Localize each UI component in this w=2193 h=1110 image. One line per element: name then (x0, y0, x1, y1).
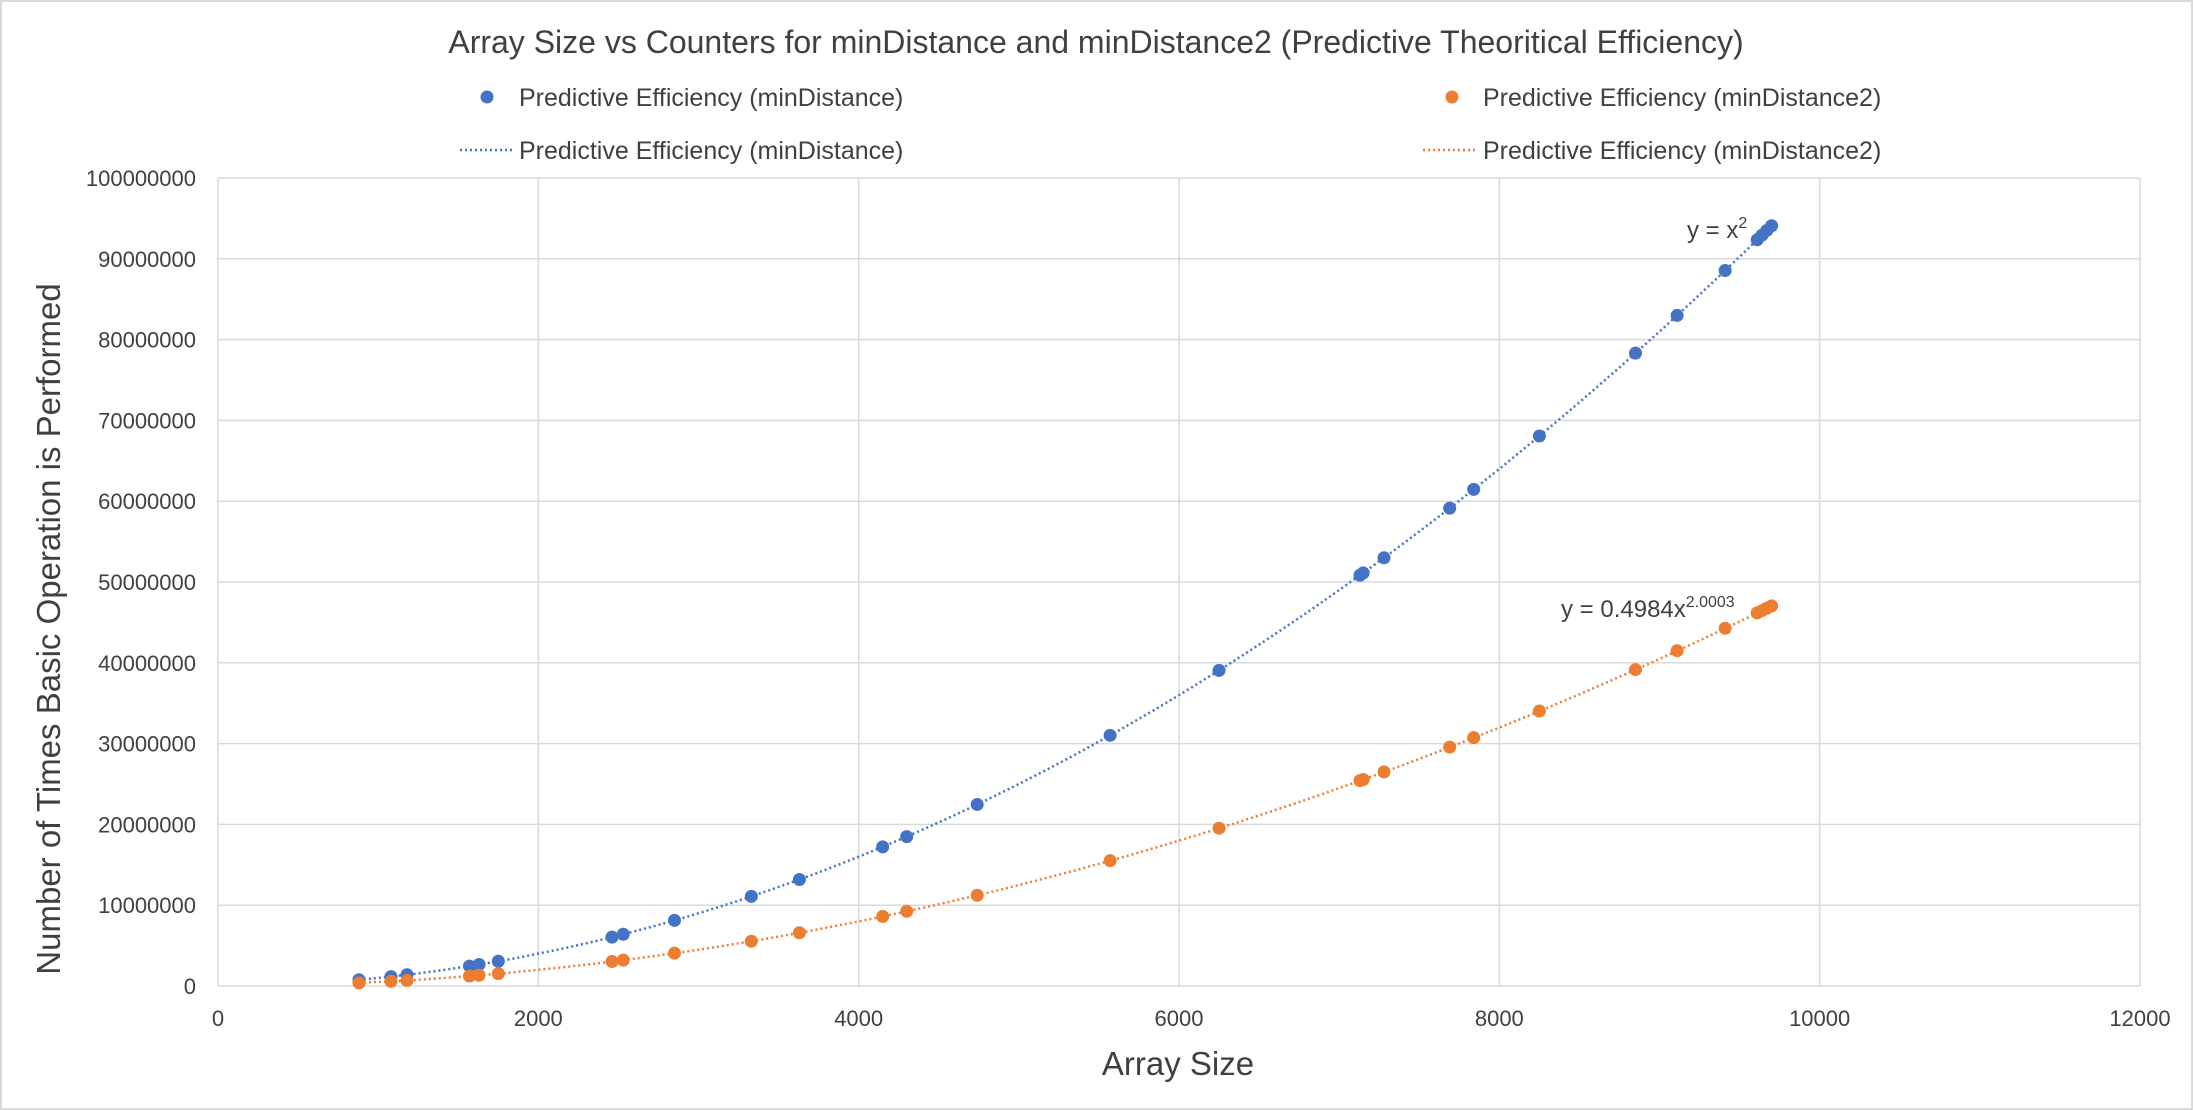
data-point-series-1 (1356, 566, 1370, 580)
data-point-series-2 (1467, 731, 1481, 745)
trendline-equation-1: y = x2 (1687, 215, 1747, 244)
y-tick-label: 10000000 (98, 893, 196, 918)
data-point-series-1 (472, 958, 486, 972)
data-point-series-1 (792, 873, 806, 887)
data-point-series-1 (491, 954, 505, 968)
x-tick-label: 2000 (514, 1006, 563, 1031)
data-point-series-2 (491, 967, 505, 981)
data-point-series-2 (667, 946, 681, 960)
data-point-series-1 (970, 797, 984, 811)
x-tick-label: 6000 (1155, 1006, 1204, 1031)
data-point-series-2 (1718, 621, 1732, 635)
data-point-series-2 (1356, 772, 1370, 786)
data-point-series-1 (1467, 482, 1481, 496)
y-tick-label: 100000000 (86, 166, 196, 191)
y-tick-label: 70000000 (98, 408, 196, 433)
data-point-series-1 (462, 959, 476, 973)
trendline-equation-1-base: y = x (1687, 217, 1738, 244)
data-point-series-1 (1765, 219, 1779, 233)
y-axis-title: Number of Times Basic Operation is Perfo… (30, 283, 67, 974)
y-tick-label: 60000000 (98, 489, 196, 514)
chart-title: Array Size vs Counters for minDistance a… (448, 24, 1743, 60)
x-tick-label: 8000 (1475, 1006, 1524, 1031)
data-point-series-1 (876, 840, 890, 854)
data-point-series-1 (667, 913, 681, 927)
legend-item-trendline-1: Predictive Efficiency (minDistance) (460, 137, 903, 165)
data-point-series-2 (1532, 704, 1546, 718)
x-tick-label: 0 (212, 1006, 224, 1031)
legend-label-trendline-2: Predictive Efficiency (minDistance2) (1483, 137, 1881, 165)
trendline-equation-2-base: y = 0.4984x (1561, 596, 1686, 623)
x-tick-label: 10000 (1789, 1006, 1850, 1031)
data-point-series-1 (616, 927, 630, 941)
data-points (352, 219, 1779, 990)
data-point-series-1 (1532, 429, 1546, 443)
legend-label-series-2: Predictive Efficiency (minDistance2) (1483, 84, 1881, 112)
data-point-series-2 (616, 953, 630, 967)
data-point-series-1 (1718, 264, 1732, 278)
data-point-series-1 (900, 830, 914, 844)
data-point-series-1 (1103, 728, 1117, 742)
data-point-series-2 (472, 968, 486, 982)
trendline-equation-2: y = 0.4984x2.0003 (1561, 594, 1735, 623)
legend-item-trendline-2: Predictive Efficiency (minDistance2) (1423, 137, 1881, 165)
legend-marker-series-1 (480, 90, 494, 104)
x-tick-label: 4000 (834, 1006, 883, 1031)
data-point-series-2 (744, 934, 758, 948)
gridlines (217, 177, 2141, 987)
data-point-series-2 (384, 974, 398, 988)
data-point-series-2 (1103, 854, 1117, 868)
trendline-equation-2-exponent: 2.0003 (1686, 594, 1735, 611)
data-point-series-2 (1212, 821, 1226, 835)
data-point-series-2 (792, 926, 806, 940)
data-point-series-1 (744, 889, 758, 903)
y-axis-tick-labels: 0 10000000 20000000 30000000 40000000 5000000… (86, 166, 196, 999)
x-axis-tick-labels: 0 2000 4000 6000 8000 10000 12000 (212, 1006, 2171, 1031)
y-tick-label: 90000000 (98, 247, 196, 272)
data-point-series-2 (1377, 765, 1391, 779)
x-axis-title: Array Size (1102, 1045, 1254, 1082)
y-tick-label: 50000000 (98, 570, 196, 595)
x-tick-label: 12000 (2109, 1006, 2170, 1031)
data-point-series-2 (900, 904, 914, 918)
legend-marker-series-2 (1445, 90, 1459, 104)
data-point-series-2 (352, 976, 366, 990)
y-tick-label: 0 (184, 974, 196, 999)
legend-label-series-1: Predictive Efficiency (minDistance) (519, 84, 903, 112)
data-point-series-1 (1443, 501, 1457, 515)
data-point-series-2 (1765, 599, 1779, 613)
data-point-series-2 (400, 973, 414, 987)
y-tick-label: 80000000 (98, 328, 196, 353)
legend: Predictive Efficiency (minDistance) Pred… (460, 84, 1881, 165)
data-point-series-1 (1377, 551, 1391, 565)
data-point-series-1 (605, 930, 619, 944)
data-point-series-1 (1670, 308, 1684, 322)
legend-label-trendline-1: Predictive Efficiency (minDistance) (519, 137, 903, 165)
data-point-series-1 (1212, 663, 1226, 677)
data-point-series-2 (1670, 644, 1684, 658)
data-point-series-2 (1443, 740, 1457, 754)
trendline-equation-1-exponent: 2 (1738, 215, 1747, 232)
data-point-series-2 (462, 969, 476, 983)
y-tick-label: 40000000 (98, 651, 196, 676)
data-point-series-2 (970, 888, 984, 902)
y-tick-label: 30000000 (98, 732, 196, 757)
data-point-series-2 (605, 955, 619, 969)
data-point-series-2 (876, 909, 890, 923)
legend-item-series-1-markers: Predictive Efficiency (minDistance) (480, 84, 903, 112)
legend-item-series-2-markers: Predictive Efficiency (minDistance2) (1445, 84, 1881, 112)
trendline-2 (358, 604, 1773, 985)
y-tick-label: 20000000 (98, 812, 196, 837)
data-point-series-2 (1628, 663, 1642, 677)
data-point-series-1 (1628, 346, 1642, 360)
